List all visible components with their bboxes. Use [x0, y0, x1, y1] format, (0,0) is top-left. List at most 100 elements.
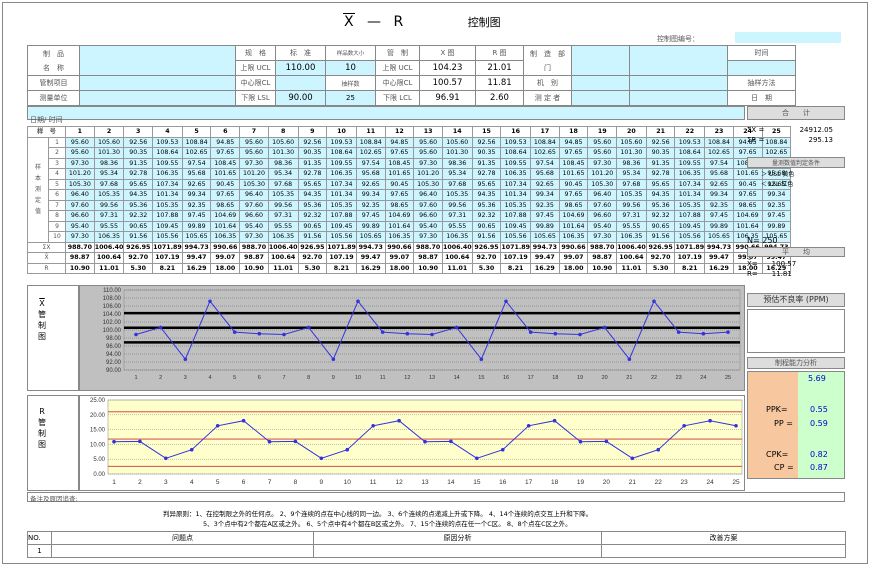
measurement-cell[interactable]: 97.65 [210, 147, 241, 159]
measurement-cell[interactable]: 105.35 [267, 189, 299, 201]
measurement-cell[interactable]: 95.60 [413, 136, 443, 148]
measurement-cell[interactable]: 97.54 [181, 157, 212, 169]
measurement-cell[interactable]: 104.69 [210, 210, 241, 222]
measurement-cell[interactable]: 97.31 [93, 210, 125, 222]
measurement-cell[interactable]: 95.60 [413, 147, 443, 159]
measurer-field[interactable] [571, 90, 630, 106]
measurement-cell[interactable]: 101.64 [558, 220, 589, 232]
date-field[interactable] [629, 90, 728, 106]
measurement-cell[interactable]: 97.30 [587, 231, 618, 243]
measurement-cell[interactable]: 104.69 [732, 210, 763, 222]
measurement-cell[interactable]: 95.40 [587, 220, 618, 232]
measurement-cell[interactable]: 105.30 [239, 178, 269, 190]
measurement-cell[interactable]: 101.30 [93, 147, 125, 159]
measurement-cell[interactable]: 97.30 [239, 157, 269, 169]
measurement-cell[interactable]: 98.36 [267, 157, 299, 169]
measurement-cell[interactable]: 97.45 [530, 210, 560, 222]
measurement-cell[interactable]: 99.56 [267, 199, 299, 211]
measurement-cell[interactable]: 90.35 [645, 147, 676, 159]
measurement-cell[interactable]: 90.45 [558, 178, 589, 190]
measurement-cell[interactable]: 105.35 [674, 199, 706, 211]
measurement-cell[interactable]: 97.65 [558, 147, 589, 159]
measurement-cell[interactable]: 109.55 [152, 157, 183, 169]
measurement-cell[interactable]: 97.31 [267, 210, 299, 222]
measurement-cell[interactable]: 95.60 [65, 147, 95, 159]
measurement-cell[interactable]: 105.56 [152, 231, 183, 243]
measurement-cell[interactable]: 92.78 [123, 168, 154, 180]
measurement-cell[interactable]: 95.68 [761, 168, 792, 180]
measurement-cell[interactable]: 105.35 [93, 189, 125, 201]
sample-size-value[interactable]: 10 [325, 60, 376, 76]
measurement-cell[interactable]: 99.89 [181, 220, 212, 232]
measurement-cell[interactable]: 101.65 [558, 168, 589, 180]
measurement-cell[interactable]: 91.56 [645, 231, 676, 243]
measurement-cell[interactable]: 94.85 [558, 136, 589, 148]
measurement-cell[interactable]: 99.89 [704, 220, 734, 232]
measurement-cell[interactable]: 98.36 [616, 157, 647, 169]
measurement-cell[interactable]: 104.69 [384, 210, 415, 222]
measurement-cell[interactable]: 98.65 [384, 199, 415, 211]
measurement-cell[interactable]: 97.45 [761, 210, 792, 222]
measurement-cell[interactable]: 97.30 [413, 231, 443, 243]
measurement-cell[interactable]: 92.35 [181, 199, 212, 211]
measurement-cell[interactable]: 92.56 [645, 136, 676, 148]
measurement-cell[interactable]: 96.40 [65, 189, 95, 201]
measurement-cell[interactable]: 105.56 [326, 231, 357, 243]
measurement-cell[interactable]: 108.84 [181, 136, 212, 148]
measurement-cell[interactable]: 101.20 [239, 168, 269, 180]
measurement-cell[interactable]: 95.55 [93, 220, 125, 232]
measurement-cell[interactable]: 101.20 [413, 168, 443, 180]
measurement-cell[interactable]: 102.65 [704, 147, 734, 159]
measurement-cell[interactable]: 101.30 [267, 147, 299, 159]
measurement-cell[interactable]: 101.34 [152, 189, 183, 201]
cause-cell[interactable] [313, 544, 602, 558]
measurement-cell[interactable]: 90.45 [210, 178, 241, 190]
measurement-cell[interactable]: 97.68 [267, 178, 299, 190]
measurement-cell[interactable]: 106.35 [558, 231, 589, 243]
measurement-cell[interactable]: 106.35 [93, 231, 125, 243]
measurement-cell[interactable]: 96.60 [239, 210, 269, 222]
measurement-cell[interactable]: 98.65 [732, 199, 763, 211]
time-value[interactable] [727, 60, 796, 76]
measurement-cell[interactable]: 107.88 [674, 210, 706, 222]
measurement-cell[interactable]: 106.35 [267, 231, 299, 243]
measurement-cell[interactable]: 92.32 [297, 210, 328, 222]
measurement-cell[interactable]: 106.35 [326, 168, 357, 180]
measurement-cell[interactable]: 109.45 [152, 220, 183, 232]
measurement-cell[interactable]: 92.78 [645, 168, 676, 180]
measurement-cell[interactable]: 97.54 [704, 157, 734, 169]
measurement-cell[interactable]: 94.35 [471, 189, 502, 201]
measurement-cell[interactable]: 91.35 [297, 157, 328, 169]
measurement-cell[interactable]: 99.34 [704, 189, 734, 201]
measurement-cell[interactable]: 97.65 [732, 189, 763, 201]
measurement-cell[interactable]: 97.68 [616, 178, 647, 190]
measurement-cell[interactable]: 99.34 [530, 189, 560, 201]
measurement-cell[interactable]: 107.88 [326, 210, 357, 222]
measurement-cell[interactable]: 109.55 [674, 157, 706, 169]
measurement-cell[interactable]: 94.85 [732, 136, 763, 148]
measurement-cell[interactable]: 90.65 [471, 220, 502, 232]
measurement-cell[interactable]: 96.60 [587, 210, 618, 222]
interval-value[interactable]: 25 [325, 90, 376, 106]
measurement-cell[interactable]: 109.45 [674, 220, 706, 232]
problem-cell[interactable] [51, 544, 314, 558]
measurement-cell[interactable]: 109.53 [500, 136, 531, 148]
measurement-cell[interactable]: 97.68 [441, 178, 473, 190]
product-name-field[interactable] [79, 45, 236, 76]
measurement-cell[interactable]: 90.35 [297, 147, 328, 159]
measurement-cell[interactable]: 97.54 [355, 157, 386, 169]
measurement-cell[interactable]: 92.65 [761, 178, 792, 190]
measurement-cell[interactable]: 105.56 [674, 231, 706, 243]
measurement-cell[interactable]: 97.65 [384, 147, 415, 159]
measurement-cell[interactable]: 109.55 [326, 157, 357, 169]
measurement-cell[interactable]: 96.40 [413, 189, 443, 201]
measurement-cell[interactable]: 97.60 [413, 199, 443, 211]
measurement-cell[interactable]: 91.56 [123, 231, 154, 243]
measurement-cell[interactable]: 109.45 [500, 220, 531, 232]
measurement-cell[interactable]: 92.65 [181, 178, 212, 190]
measurement-cell[interactable]: 95.68 [355, 168, 386, 180]
measurement-cell[interactable]: 109.53 [326, 136, 357, 148]
measurement-cell[interactable]: 94.35 [297, 189, 328, 201]
measurement-cell[interactable]: 92.78 [297, 168, 328, 180]
measurement-cell[interactable]: 105.65 [355, 231, 386, 243]
